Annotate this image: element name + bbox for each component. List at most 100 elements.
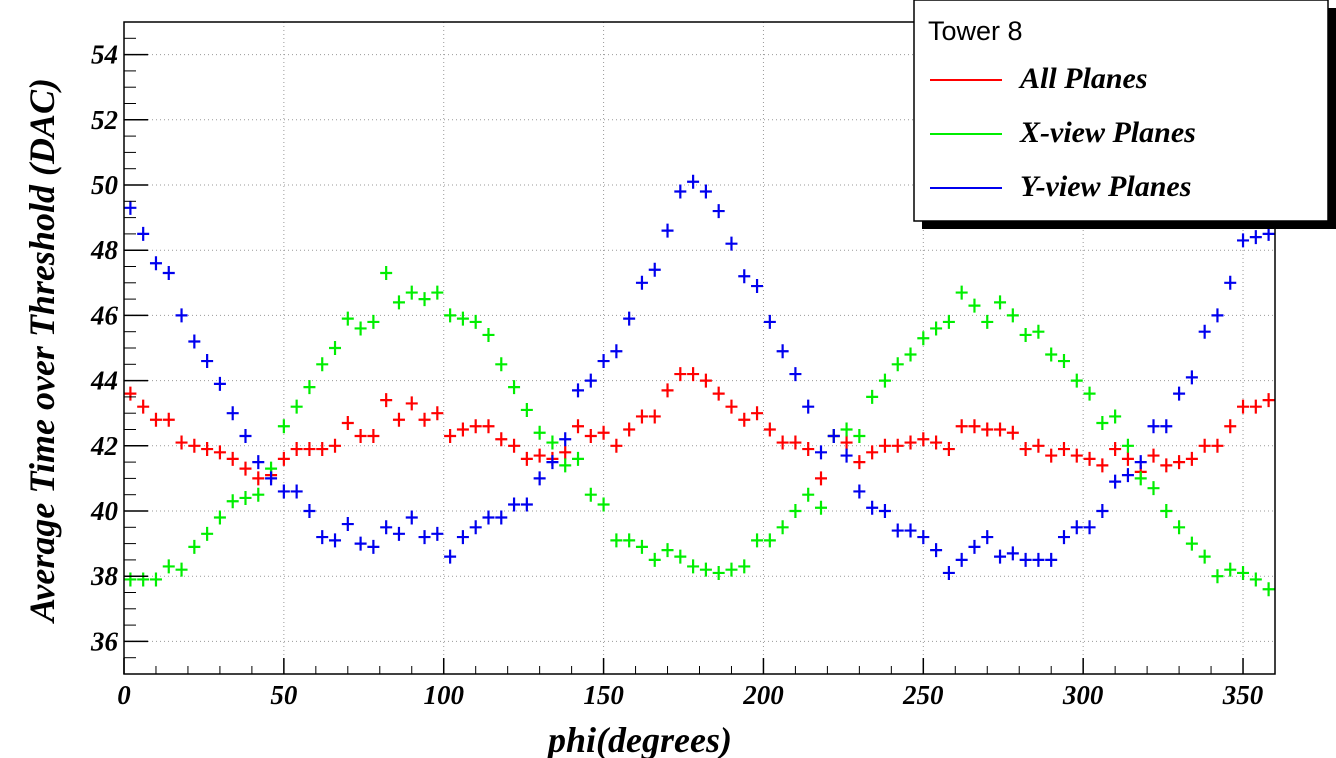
data-point-y-view-planes [827, 429, 840, 444]
data-point-y-view-planes [341, 517, 354, 532]
data-point-y-view-planes [546, 455, 559, 470]
data-point-x-view-planes [137, 572, 150, 587]
data-point-all-planes [1019, 442, 1032, 457]
y-tick-label: 54 [91, 40, 118, 70]
data-point-x-view-planes [942, 314, 955, 329]
data-point-x-view-planes [610, 533, 623, 548]
data-point-all-planes [687, 367, 700, 382]
data-point-y-view-planes [712, 204, 725, 219]
data-point-all-planes [981, 422, 994, 437]
data-point-y-view-planes [1185, 370, 1198, 385]
data-point-all-planes [866, 445, 879, 460]
data-point-all-planes [392, 412, 405, 427]
data-point-y-view-planes [1096, 504, 1109, 518]
data-point-y-view-planes [572, 383, 585, 398]
data-point-y-view-planes [674, 184, 687, 199]
data-point-y-view-planes [1057, 530, 1070, 545]
data-point-y-view-planes [623, 311, 636, 326]
data-point-x-view-planes [354, 321, 367, 336]
data-point-y-view-planes [878, 504, 891, 518]
data-point-all-planes [1211, 438, 1224, 453]
data-point-y-view-planes [840, 448, 853, 463]
data-point-all-planes [1070, 448, 1083, 463]
data-point-y-view-planes [968, 539, 981, 554]
data-point-x-view-planes [1121, 438, 1134, 453]
data-point-y-view-planes [303, 504, 316, 518]
data-point-all-planes [329, 438, 342, 453]
data-point-x-view-planes [763, 533, 776, 548]
data-point-y-view-planes [1045, 552, 1058, 567]
data-point-x-view-planes [635, 539, 648, 554]
data-points [124, 174, 1275, 597]
data-point-all-planes [137, 399, 150, 414]
x-axis-title: phi(degrees) [545, 720, 732, 758]
y-tick-label: 50 [91, 170, 119, 200]
data-point-y-view-planes [149, 256, 162, 271]
data-point-x-view-planes [316, 357, 329, 372]
data-point-y-view-planes [1147, 419, 1160, 434]
data-point-all-planes [840, 435, 853, 450]
data-point-all-planes [738, 412, 751, 427]
data-point-x-view-planes [584, 487, 597, 502]
data-point-all-planes [930, 435, 943, 450]
data-point-all-planes [635, 409, 648, 424]
data-point-x-view-planes [687, 559, 700, 574]
data-point-all-planes [904, 435, 917, 450]
data-point-all-planes [1057, 442, 1070, 457]
data-point-x-view-planes [738, 559, 751, 574]
data-point-y-view-planes [188, 334, 201, 349]
data-point-x-view-planes [1211, 569, 1224, 584]
data-point-y-view-planes [277, 484, 290, 499]
data-point-y-view-planes [405, 510, 418, 525]
data-point-y-view-planes [955, 552, 968, 567]
data-point-all-planes [968, 419, 981, 434]
data-point-x-view-planes [341, 311, 354, 326]
data-point-all-planes [277, 451, 290, 466]
legend: Tower 8 All Planes X-view Planes Y-view … [913, 0, 1336, 229]
y-tick-label: 36 [90, 626, 119, 656]
data-point-all-planes [482, 419, 495, 434]
data-point-y-view-planes [444, 549, 457, 564]
data-point-y-view-planes [789, 367, 802, 382]
data-point-y-view-planes [699, 184, 712, 199]
data-point-all-planes [1147, 448, 1160, 463]
data-point-x-view-planes [572, 451, 585, 466]
data-point-y-view-planes [213, 376, 226, 391]
data-point-all-planes [789, 435, 802, 450]
data-point-x-view-planes [329, 341, 342, 355]
data-point-all-planes [942, 442, 955, 457]
data-point-y-view-planes [1249, 230, 1262, 245]
data-point-y-view-planes [738, 269, 751, 284]
data-point-all-planes [1096, 458, 1109, 473]
y-tick-label: 52 [91, 105, 118, 135]
data-point-y-view-planes [418, 530, 431, 545]
data-point-x-view-planes [124, 572, 137, 587]
data-point-x-view-planes [814, 500, 827, 515]
data-point-all-planes [853, 455, 866, 470]
data-point-y-view-planes [1173, 386, 1186, 401]
data-point-x-view-planes [162, 559, 175, 574]
data-point-x-view-planes [418, 292, 431, 307]
x-tick-label: 100 [423, 680, 464, 710]
data-point-x-view-planes [303, 380, 316, 395]
x-tick-label: 0 [117, 680, 131, 710]
x-tick-label: 50 [270, 680, 298, 710]
data-point-y-view-planes [904, 523, 917, 538]
y-tick-label: 46 [90, 300, 119, 330]
data-point-y-view-planes [648, 262, 661, 277]
data-point-all-planes [751, 406, 764, 421]
data-point-x-view-planes [431, 285, 444, 300]
data-point-x-view-planes [699, 562, 712, 577]
data-point-x-view-planes [891, 357, 904, 372]
data-point-x-view-planes [623, 533, 636, 548]
data-point-y-view-planes [866, 500, 879, 515]
data-point-all-planes [418, 412, 431, 427]
data-point-x-view-planes [661, 543, 674, 558]
data-point-y-view-planes [1262, 226, 1275, 241]
data-point-all-planes [955, 419, 968, 434]
data-point-all-planes [495, 432, 508, 447]
axis-ticks [123, 21, 1276, 675]
x-tick-label: 350 [1222, 680, 1264, 710]
data-point-all-planes [1006, 425, 1019, 440]
data-point-x-view-planes [1134, 471, 1147, 486]
